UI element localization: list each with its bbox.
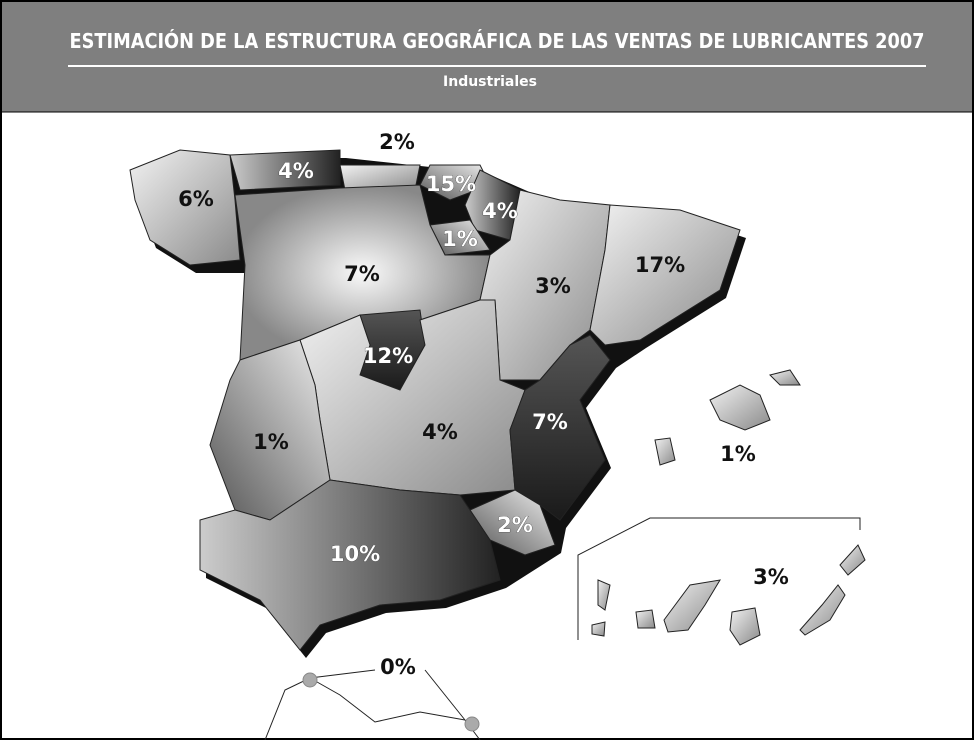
region-label: 10%: [330, 542, 380, 566]
region-label: 3%: [753, 565, 789, 589]
island: [654, 437, 676, 466]
region: [509, 334, 611, 521]
region: [589, 204, 741, 346]
labels: 6% 4% 2% 15% 4% 1% 7% 3% 17% 12% 7% 1% 4…: [178, 130, 789, 679]
island: [709, 384, 771, 431]
regions: [129, 149, 801, 651]
region-label: 17%: [635, 253, 685, 277]
region: [464, 169, 521, 241]
region-label: 2%: [379, 130, 415, 154]
region: [129, 149, 241, 266]
region-label: 7%: [344, 262, 380, 286]
region-label: 4%: [422, 420, 458, 444]
header-band: [2, 2, 972, 112]
subtitle: Industriales: [443, 74, 537, 90]
region: [199, 479, 501, 651]
region-label: 1%: [720, 442, 756, 466]
title: ESTIMACIÓN DE LA ESTRUCTURA GEOGRÁFICA D…: [70, 29, 925, 53]
island: [769, 369, 801, 386]
ceuta-melilla: [264, 669, 481, 740]
region-label: 0%: [380, 655, 416, 679]
region-label: 6%: [178, 187, 214, 211]
region-label: 2%: [497, 513, 533, 537]
region-label: 1%: [253, 430, 289, 454]
region-label: 4%: [278, 159, 314, 183]
region-label: 4%: [482, 199, 518, 223]
region-label: 7%: [532, 410, 568, 434]
region: [229, 149, 341, 191]
region-label: 15%: [426, 172, 476, 196]
canary-box: [577, 517, 861, 640]
canary-islands: [591, 544, 866, 646]
region-label: 12%: [363, 344, 413, 368]
region-label: 1%: [442, 227, 478, 251]
region-label: 3%: [535, 274, 571, 298]
